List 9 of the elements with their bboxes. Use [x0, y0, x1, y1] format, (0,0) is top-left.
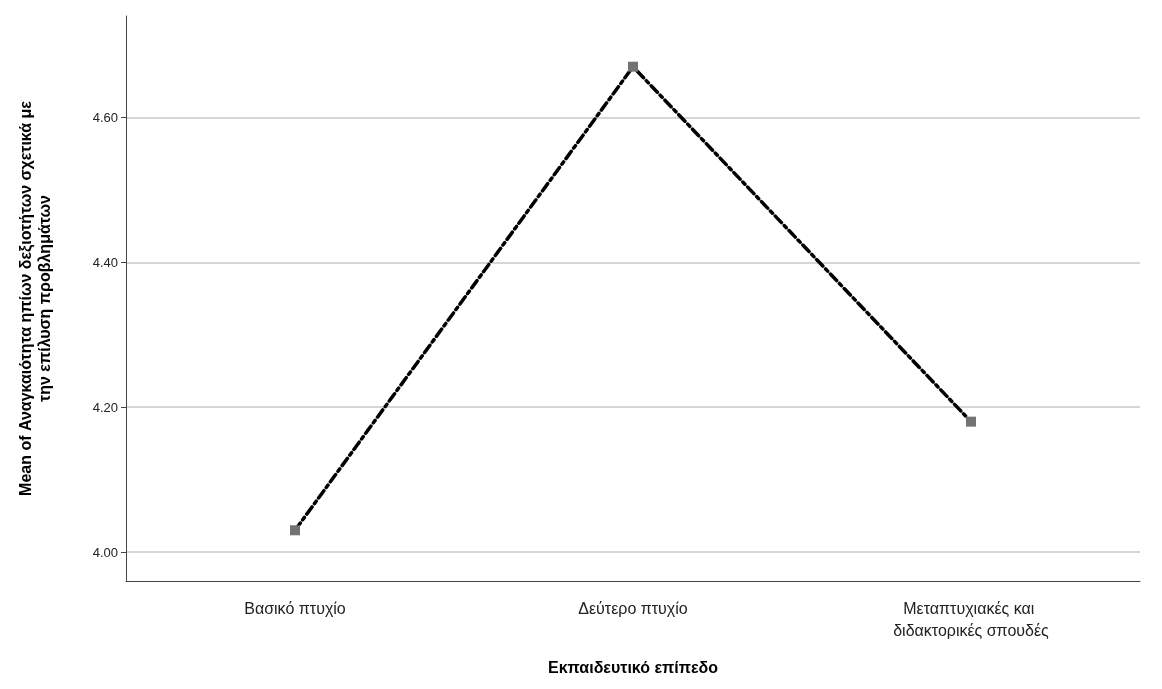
y-tick-label: 4.20: [92, 399, 118, 415]
x-tick-label: Δεύτερο πτυχίο: [578, 599, 688, 617]
y-tick-label: 4.60: [92, 109, 118, 125]
y-axis-title: Mean of Αναγκαιότητα ηπίων δεξιοτήτων σχετικά με την επίλυση προβλημάτων: [17, 100, 53, 496]
x-tick-label: Βασικό πτυχίο: [244, 599, 346, 617]
y-tick-label: 4.00: [92, 544, 118, 560]
x-tick-label: Μεταπτυχιακές και διδακτορικές σπουδές: [893, 599, 1050, 639]
x-axis-title: Εκπαιδευτικό επίπεδο: [547, 658, 719, 676]
y-tick-label: 4.40: [92, 254, 118, 270]
